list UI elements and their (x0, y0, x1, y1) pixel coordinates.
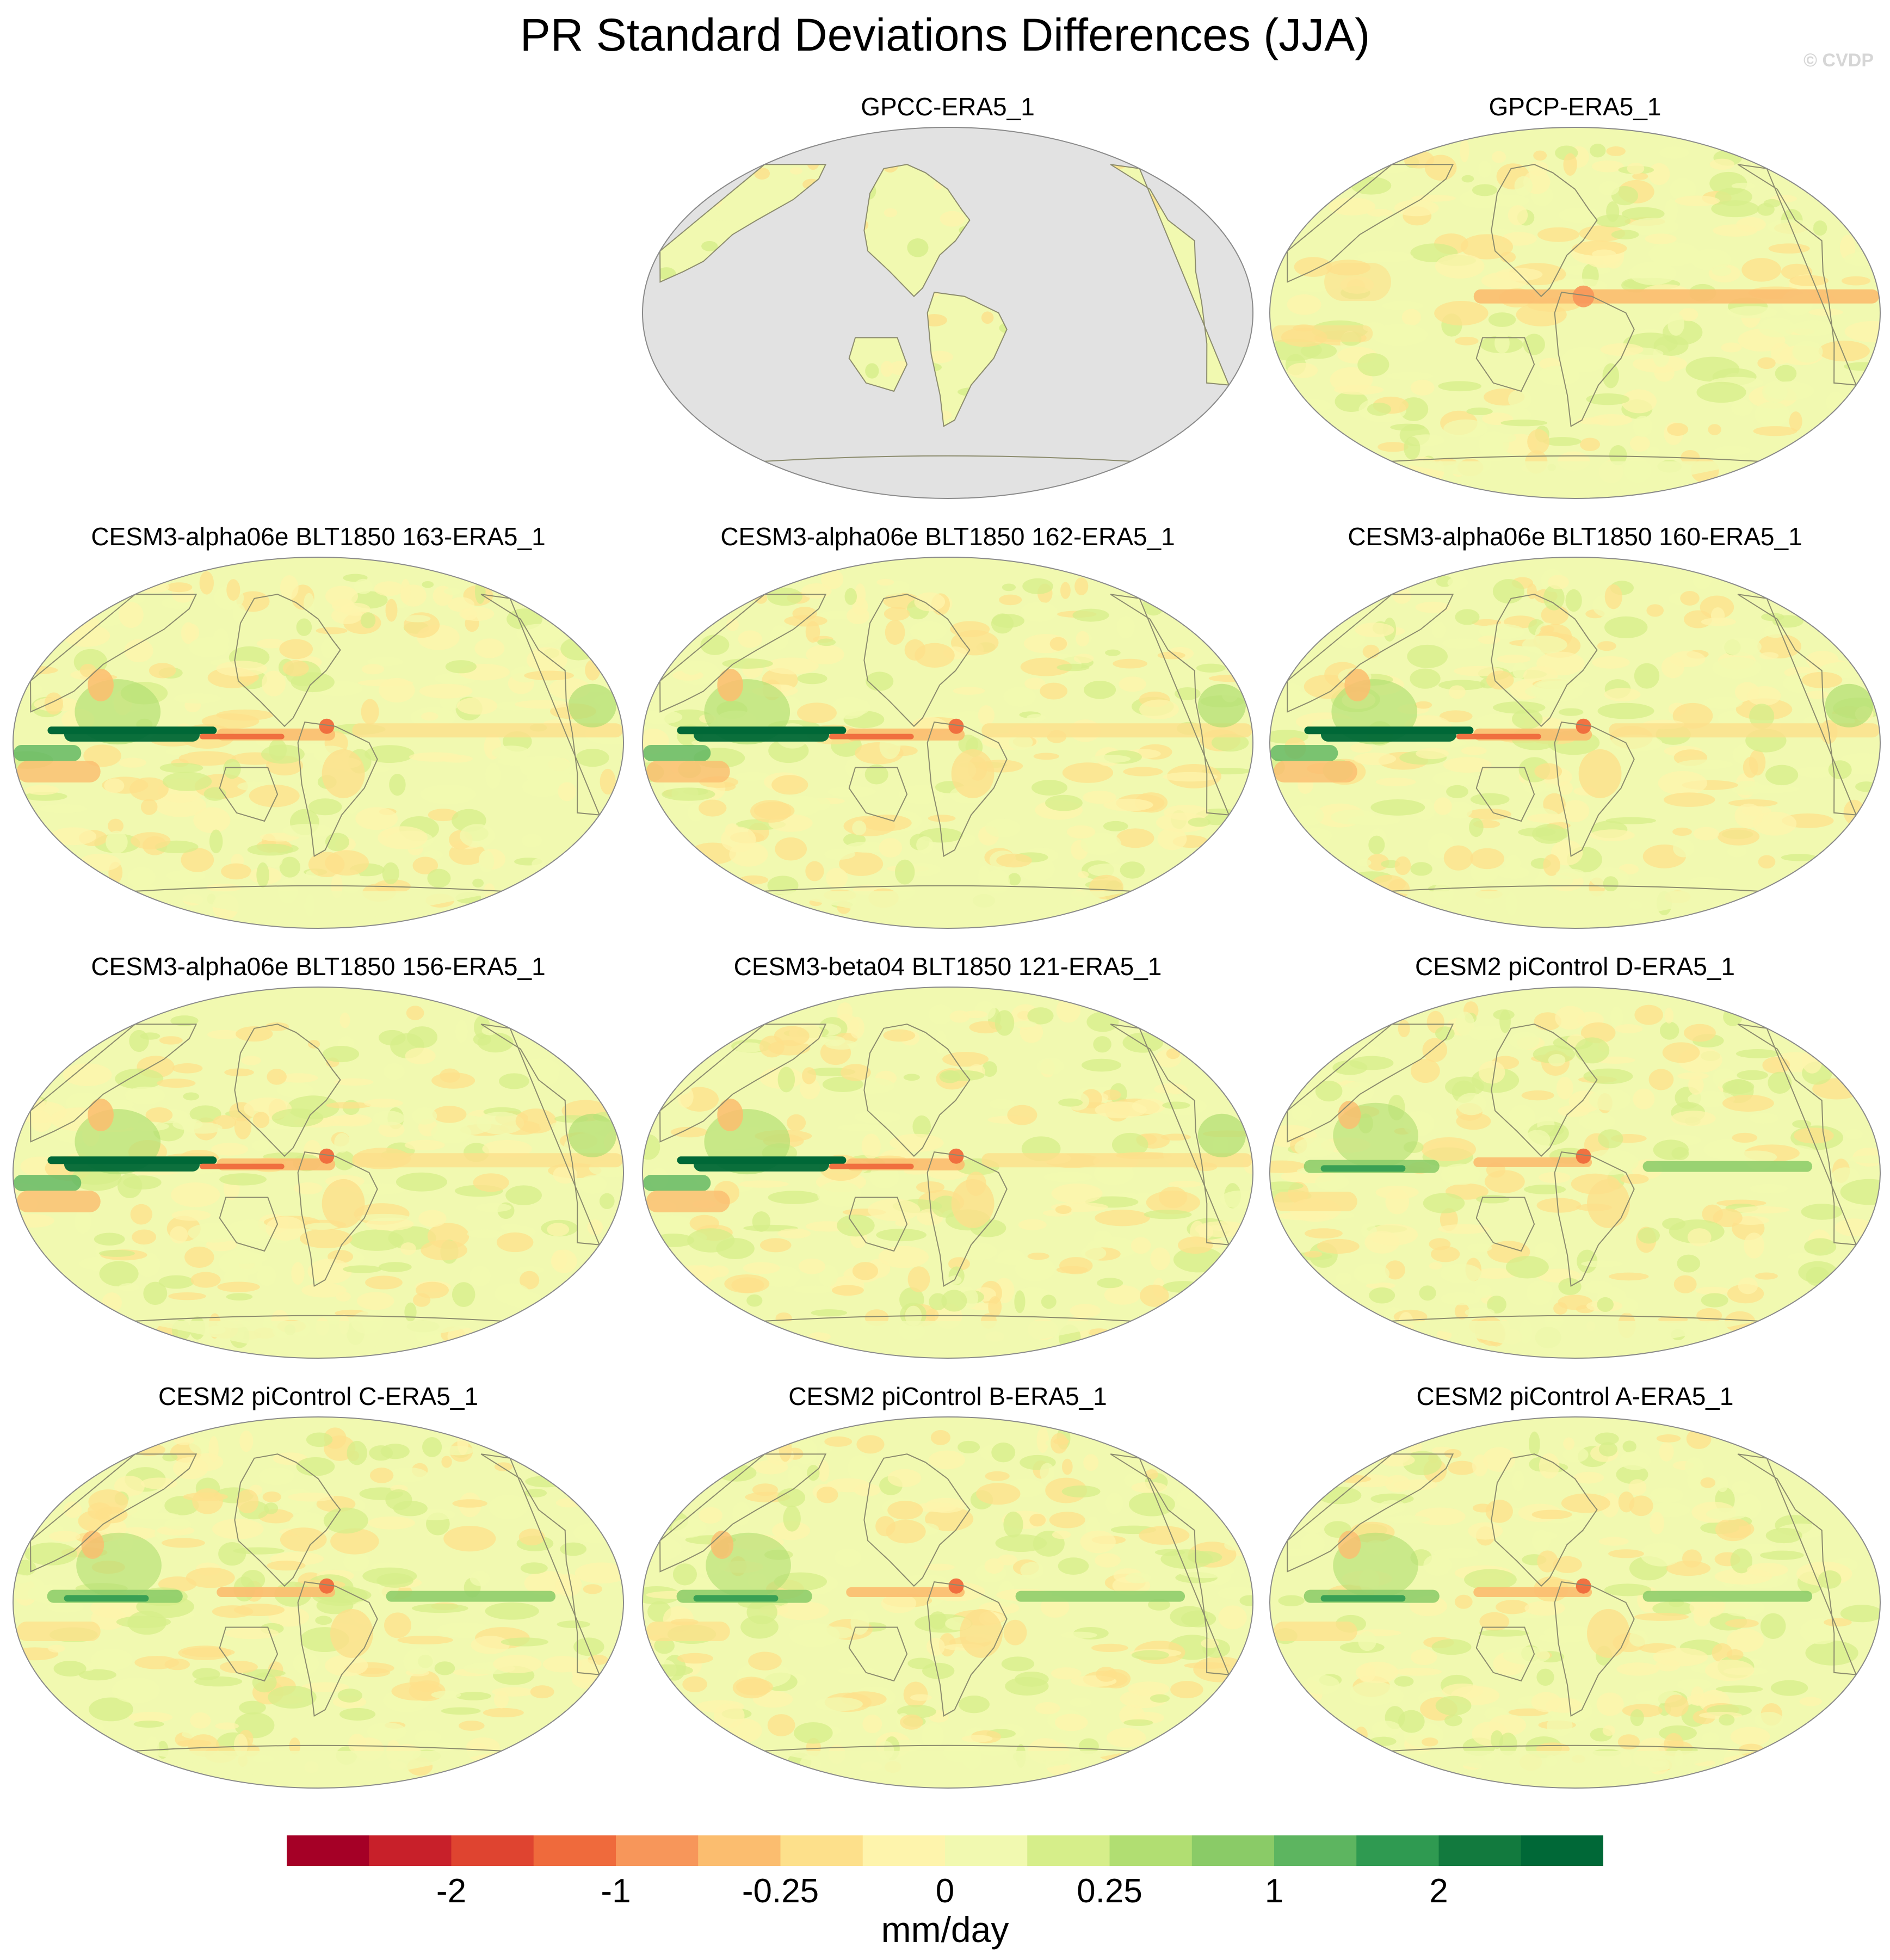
colorbar-tick-label: -2 (436, 1872, 467, 1910)
colorbar-swatch-12 (1274, 1835, 1357, 1866)
panel-title-pcA: CESM2 piControl A-ERA5_1 (1416, 1382, 1734, 1410)
panel-title-gpcp: GPCP-ERA5_1 (1488, 93, 1662, 121)
map-panel-pcB (642, 1416, 1253, 1789)
colorbar-tick-label: 2 (1429, 1872, 1448, 1910)
colorbar-swatch-8 (945, 1835, 1028, 1866)
map-field-a163 (13, 557, 623, 928)
cvdp-watermark: © CVDP (1803, 50, 1874, 71)
panel-title-pcC: CESM2 piControl C-ERA5_1 (158, 1382, 478, 1410)
colorbar-tick-label: 0.25 (1077, 1872, 1142, 1910)
map-panel-pcA (1269, 1416, 1881, 1789)
map-panel-gpcp (1269, 127, 1881, 499)
colorbar-tick-label: -0.25 (742, 1872, 819, 1910)
colorbar-tick-label: 1 (1264, 1872, 1284, 1910)
colorbar-units-label: mm/day (881, 1909, 1009, 1950)
map-field-pcB (643, 1417, 1253, 1788)
colorbar-swatch-10 (1109, 1835, 1193, 1866)
map-panel-a156 (13, 987, 624, 1359)
colorbar-swatch-3 (533, 1835, 616, 1866)
colorbar-swatch-11 (1191, 1835, 1275, 1866)
colorbar (287, 1835, 1604, 1866)
panel-title-a156: CESM3-alpha06e BLT1850 156-ERA5_1 (91, 952, 546, 981)
map-panel-pcD (1269, 987, 1881, 1359)
colorbar-swatch-5 (698, 1835, 781, 1866)
colorbar-tick-label: -1 (601, 1872, 631, 1910)
colorbar-swatch-0 (287, 1835, 369, 1866)
map-panel-gpcc (642, 127, 1253, 499)
colorbar-swatch-9 (1027, 1835, 1110, 1866)
map-panel-b121 (642, 987, 1253, 1359)
panel-title-pcD: CESM2 piControl D-ERA5_1 (1415, 952, 1735, 981)
colorbar-swatch-7 (862, 1835, 946, 1866)
colorbar-swatch-1 (369, 1835, 452, 1866)
colorbar-tick-label: 0 (935, 1872, 955, 1910)
panel-title-pcB: CESM2 piControl B-ERA5_1 (788, 1382, 1107, 1410)
panel-title-b121: CESM3-beta04 BLT1850 121-ERA5_1 (733, 952, 1162, 981)
colorbar-swatch-14 (1438, 1835, 1522, 1866)
map-panel-a162 (642, 557, 1253, 929)
panel-title-a162: CESM3-alpha06e BLT1850 162-ERA5_1 (720, 522, 1175, 551)
map-panel-a163 (13, 557, 624, 929)
map-field-a160 (1270, 557, 1880, 928)
panel-title-a160: CESM3-alpha06e BLT1850 160-ERA5_1 (1348, 522, 1802, 551)
colorbar-swatch-2 (451, 1835, 534, 1866)
panel-title-gpcc: GPCC-ERA5_1 (861, 93, 1035, 121)
colorbar-swatch-15 (1521, 1835, 1604, 1866)
map-panel-a160 (1269, 557, 1881, 929)
panel-title-a163: CESM3-alpha06e BLT1850 163-ERA5_1 (91, 522, 546, 551)
colorbar-swatch-6 (780, 1835, 863, 1866)
colorbar-swatch-4 (616, 1835, 699, 1866)
chart-title: PR Standard Deviations Differences (JJA) (520, 9, 1370, 60)
map-panel-pcC (13, 1416, 624, 1789)
colorbar-swatch-13 (1356, 1835, 1439, 1866)
